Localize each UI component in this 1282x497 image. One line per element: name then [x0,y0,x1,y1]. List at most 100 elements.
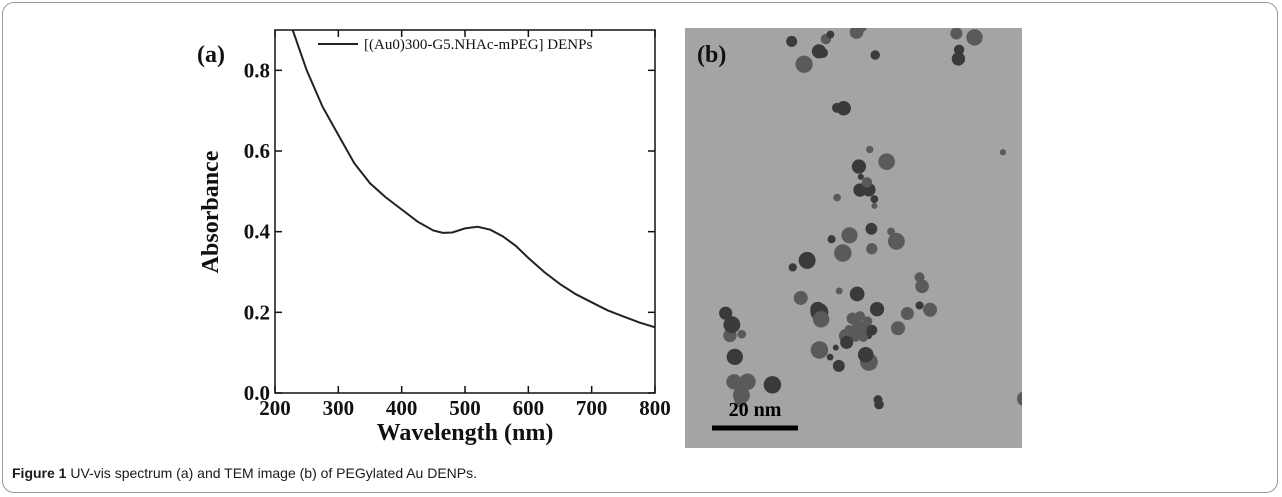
particle [851,320,867,337]
panel-label: (a) [197,42,225,68]
x-tick-label: 700 [576,396,608,420]
y-tick-label: 0.6 [244,139,270,163]
particle [826,353,834,361]
particle [793,290,808,305]
particle [1048,363,1061,376]
particle [849,28,864,39]
particle [723,316,741,334]
x-tick-label: 600 [513,396,545,420]
particle [1050,150,1068,168]
particle [1046,401,1054,409]
particle [832,344,839,351]
particle [871,202,878,209]
particle [999,149,1007,156]
scale-bar-label: 20 nm [729,399,782,421]
particle [834,244,852,262]
particle [950,28,963,40]
particle [1017,391,1022,406]
particle [726,374,742,390]
particle [739,373,756,390]
particle [810,341,829,359]
particle [1042,365,1055,378]
particle [873,395,883,405]
data-line [291,30,655,329]
particle [951,52,966,66]
particle [857,347,874,363]
particle [832,102,842,113]
particle [726,348,743,366]
particle [795,55,813,73]
particle [890,321,906,336]
particle [832,359,845,372]
particle [887,232,905,250]
particle [923,302,938,317]
particle [827,235,836,244]
y-tick-label: 0.8 [244,58,270,82]
y-tick-label: 0.0 [244,381,270,405]
particle [849,286,865,302]
particle [1056,196,1070,210]
particle [1025,186,1032,193]
particle [1059,389,1065,395]
x-tick-label: 800 [639,396,671,420]
particle [866,243,878,255]
particle [1040,232,1053,245]
x-tick-label: 200 [259,396,291,420]
particle [865,222,878,235]
particle [814,9,828,23]
particle [1051,387,1058,394]
particle [817,47,828,59]
particle [953,44,965,55]
particle [857,173,864,180]
particle [811,12,821,22]
particle [833,193,841,202]
particle [966,29,983,46]
x-tick-label: 300 [323,396,355,420]
particle [719,306,733,320]
figure: (b) 20 nm (a) Wavelength (nm) Absorbance… [197,9,1073,448]
particle [861,15,871,25]
x-tick-label: 500 [449,396,481,420]
particle [887,227,895,236]
x-axis-label: Wavelength (nm) [377,420,554,446]
particle [734,395,747,408]
particle [878,153,895,170]
y-axis-label: Absorbance [198,150,224,273]
plot-frame [274,29,656,394]
particle [798,251,816,269]
particle [1044,165,1054,175]
particle [841,227,858,244]
legend-label: [(Au0)300-G5.NHAc-mPEG] DENPs [364,37,592,53]
particle [914,272,925,283]
particle [788,263,797,272]
tem-image [685,9,1073,448]
particle [763,376,782,394]
particle [862,316,873,327]
particle [855,311,866,322]
particle [870,50,880,60]
particle [840,335,854,349]
particle [869,302,885,317]
caption-text: UV-vis spectrum (a) and TEM image (b) of… [70,465,478,481]
particle [786,35,798,47]
caption-label: Figure 1 [12,465,67,481]
particle [1039,171,1048,180]
particle [1058,331,1073,346]
particle [835,287,843,295]
particle [1027,163,1036,172]
y-tick-label: 0.2 [244,300,270,324]
particle [812,311,830,328]
particle [915,279,929,294]
particle [737,329,747,339]
particle [866,324,878,336]
particle [826,30,835,39]
particle [870,195,879,204]
particle [861,177,873,188]
particle [915,301,924,310]
particle [735,388,743,397]
particle [1025,198,1034,207]
particle [900,306,914,321]
panel-label: (b) [697,42,726,68]
